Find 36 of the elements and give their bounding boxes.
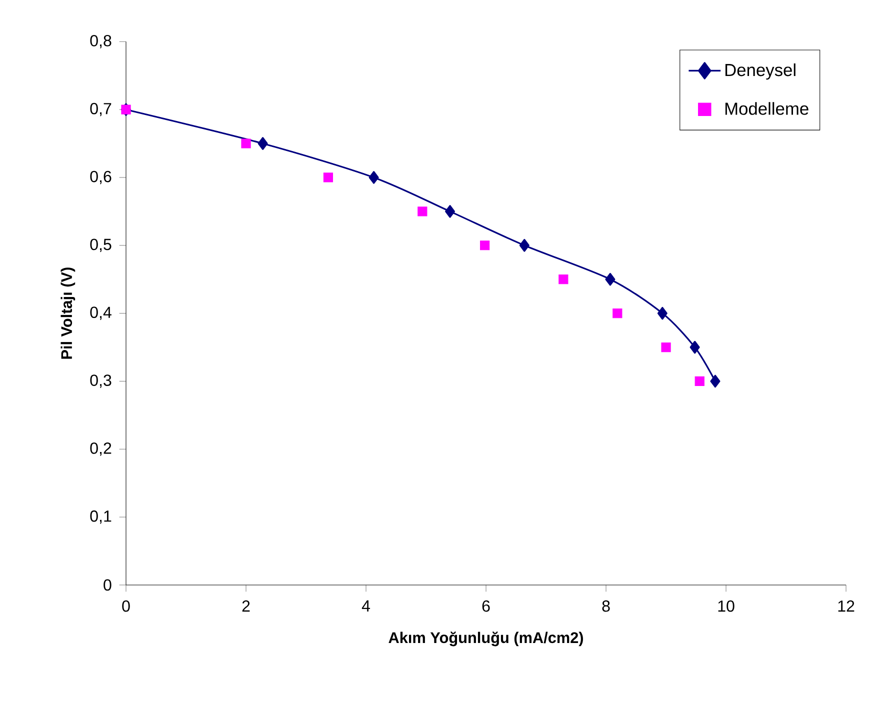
y-tick-label: 0,3 [90, 374, 112, 388]
y-tick-label: 0,7 [90, 102, 112, 116]
point [694, 376, 704, 386]
point [690, 340, 700, 354]
x-tick-label: 8 [602, 600, 610, 612]
y-tick-label: 0,5 [90, 238, 112, 252]
legend-label: Deneysel [725, 63, 796, 80]
y-tick-label: 0,8 [90, 34, 112, 48]
point [368, 171, 379, 184]
point [445, 205, 456, 218]
y-tick-label: 0,1 [90, 510, 112, 524]
x-tick-label: 0 [122, 600, 130, 612]
legend-label: Modelleme [725, 102, 808, 115]
point [710, 374, 720, 388]
point [612, 308, 622, 318]
x-tick-label: 12 [838, 600, 854, 612]
point [519, 238, 530, 252]
x-tick-label: 6 [482, 600, 490, 612]
x-tick-label: 4 [362, 600, 370, 612]
point [323, 172, 334, 182]
x-tick-label: 2 [242, 600, 250, 612]
point [657, 306, 668, 320]
point [241, 138, 251, 148]
point [558, 274, 568, 284]
y-tick-label: 0,6 [90, 170, 112, 184]
point [418, 206, 428, 216]
x-axis-title: Akım Yoğunluğu (mA/cm2) [388, 632, 583, 646]
y-tick-label: 0,4 [90, 306, 112, 320]
point [661, 342, 671, 352]
point [258, 137, 268, 150]
y-axis-title: Pil Voltajı (V) [60, 268, 76, 359]
point [480, 240, 490, 250]
point [605, 272, 616, 286]
y-tick-label: 0 [104, 579, 112, 591]
x-tick-label: 10 [718, 600, 734, 612]
y-tick-label: 0,2 [90, 442, 112, 456]
